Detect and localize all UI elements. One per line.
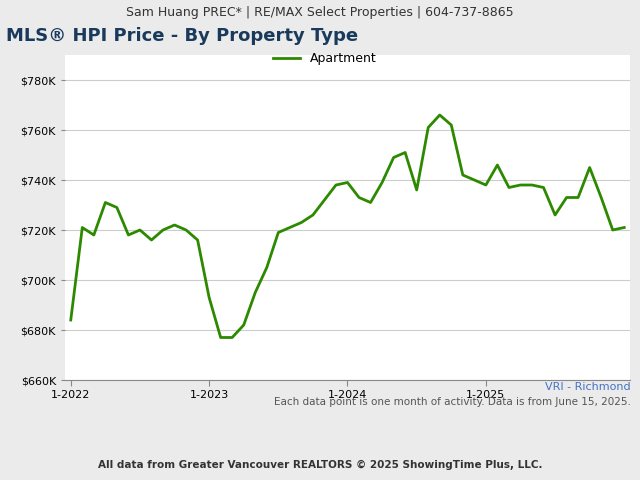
Text: All data from Greater Vancouver REALTORS © 2025 ShowingTime Plus, LLC.: All data from Greater Vancouver REALTORS… <box>98 460 542 470</box>
Text: MLS® HPI Price - By Property Type: MLS® HPI Price - By Property Type <box>6 27 358 45</box>
Text: Sam Huang PREC* | RE/MAX Select Properties | 604-737-8865: Sam Huang PREC* | RE/MAX Select Properti… <box>126 6 514 19</box>
Text: Each data point is one month of activity. Data is from June 15, 2025.: Each data point is one month of activity… <box>273 397 630 407</box>
Legend: Apartment: Apartment <box>268 47 382 70</box>
Text: VRI - Richmond: VRI - Richmond <box>545 382 630 392</box>
